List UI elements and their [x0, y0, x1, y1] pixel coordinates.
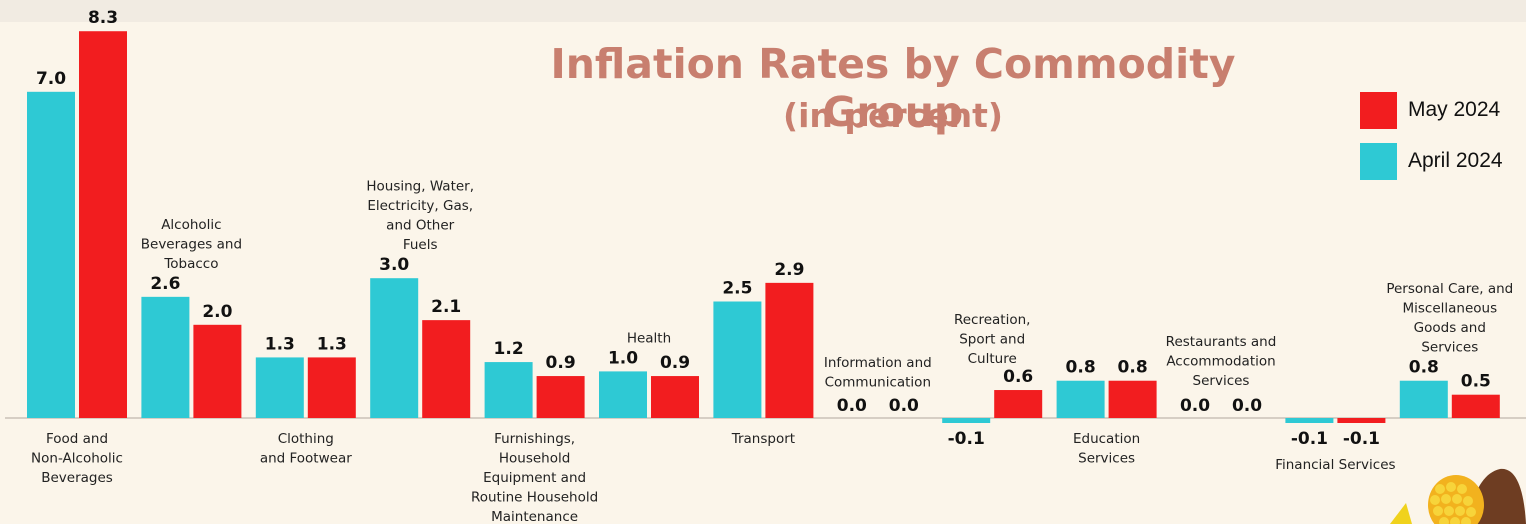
- bar-april-5: [599, 371, 647, 418]
- bar-april-6: [713, 301, 762, 418]
- category-label-8-line-1: Sport and: [959, 332, 1025, 348]
- bar-april-4: [484, 362, 533, 418]
- category-label-1-line-1: Beverages and: [141, 236, 242, 252]
- value-label-april-4: 1.2: [494, 339, 524, 359]
- category-label-4-line-3: Routine Household: [471, 490, 598, 506]
- category-label-3-line-0: Housing, Water,: [366, 179, 474, 195]
- category-label-1-line-0: Alcoholic: [161, 217, 221, 233]
- category-label-12-line-3: Services: [1421, 340, 1478, 356]
- bar-april-1: [141, 296, 190, 418]
- value-label-april-3: 3.0: [379, 255, 409, 275]
- value-label-may-0: 8.3: [88, 8, 118, 28]
- bar-may-3: [422, 320, 471, 418]
- value-label-may-1: 2.0: [202, 302, 232, 322]
- category-label-7-line-1: Communication: [825, 375, 931, 391]
- category-label-12-line-0: Personal Care, and: [1386, 281, 1513, 297]
- category-label-0-line-1: Non-Alcoholic: [31, 451, 123, 467]
- legend-item-may: May 2024: [1360, 90, 1503, 130]
- category-label-3-line-2: and Other: [386, 218, 454, 234]
- value-label-may-11: -0.1: [1343, 429, 1380, 449]
- bar-may-1: [193, 324, 242, 418]
- bar-may-2: [307, 357, 356, 418]
- bar-april-8: [942, 418, 991, 423]
- category-label-5-line-0: Health: [627, 330, 671, 346]
- value-label-may-5: 0.9: [660, 353, 690, 373]
- category-label-2-line-1: and Footwear: [260, 451, 352, 467]
- bar-may-8: [994, 390, 1043, 418]
- category-label-9-line-1: Services: [1078, 451, 1135, 467]
- legend-swatch-may: [1360, 91, 1397, 129]
- category-label-11-line-0: Financial Services: [1275, 457, 1395, 473]
- category-label-0-line-0: Food and: [46, 431, 108, 447]
- category-label-9-line-0: Education: [1073, 431, 1140, 447]
- category-label-10-line-1: Accommodation: [1166, 354, 1275, 370]
- category-label-4-line-0: Furnishings,: [494, 431, 575, 447]
- value-label-april-0: 7.0: [36, 69, 66, 89]
- value-label-april-2: 1.3: [265, 334, 295, 354]
- category-label-12-line-1: Miscellaneous: [1402, 301, 1497, 317]
- value-label-april-12: 0.8: [1409, 358, 1439, 378]
- legend-label-april: April 2024: [1408, 149, 1503, 172]
- chart-legend: May 2024 April 2024: [1360, 90, 1503, 192]
- value-label-may-2: 1.3: [317, 334, 347, 354]
- value-label-may-6: 2.9: [774, 260, 804, 280]
- category-label-8-line-2: Culture: [968, 351, 1017, 367]
- value-label-may-10: 0.0: [1232, 396, 1262, 416]
- value-label-may-7: 0.0: [889, 396, 919, 416]
- value-label-may-9: 0.8: [1118, 358, 1148, 378]
- bar-april-9: [1056, 380, 1105, 418]
- value-label-april-6: 2.5: [722, 279, 752, 299]
- value-label-may-4: 0.9: [546, 353, 576, 373]
- value-label-may-3: 2.1: [431, 297, 461, 317]
- value-label-may-8: 0.6: [1003, 367, 1033, 387]
- value-label-april-7: 0.0: [837, 396, 867, 416]
- category-label-3-line-1: Electricity, Gas,: [367, 198, 473, 214]
- bar-april-11: [1285, 418, 1334, 423]
- bar-april-12: [1399, 380, 1448, 418]
- category-label-10-line-2: Services: [1193, 373, 1250, 389]
- value-label-april-5: 1.0: [608, 348, 638, 368]
- chart-subtitle: (in percent): [783, 96, 1003, 135]
- bar-april-0: [27, 91, 75, 419]
- value-label-april-8: -0.1: [948, 429, 985, 449]
- category-label-4-line-4: Maintenance: [491, 509, 578, 524]
- top-banner-strip: [0, 0, 1526, 22]
- bar-may-4: [536, 376, 585, 418]
- bar-may-11: [1337, 418, 1386, 423]
- bar-may-12: [1451, 394, 1500, 418]
- bar-may-0: [79, 31, 127, 418]
- chart-title: Inflation Rates by Commodity Group: [550, 40, 1236, 136]
- category-label-4-line-2: Equipment and: [483, 470, 586, 486]
- bar-april-2: [255, 357, 304, 418]
- bar-may-5: [651, 376, 699, 418]
- category-label-4-line-1: Household: [499, 451, 570, 467]
- category-label-8-line-0: Recreation,: [954, 312, 1031, 328]
- legend-swatch-april: [1360, 142, 1397, 180]
- category-label-1-line-2: Tobacco: [163, 256, 218, 272]
- bar-may-9: [1108, 380, 1157, 418]
- value-label-april-10: 0.0: [1180, 396, 1210, 416]
- category-label-3-line-3: Fuels: [403, 237, 438, 253]
- category-label-2-line-0: Clothing: [278, 431, 334, 447]
- corn-decoration: [1390, 468, 1526, 524]
- category-label-6-line-0: Transport: [731, 431, 795, 447]
- category-label-7-line-0: Information and: [824, 355, 932, 371]
- category-label-10-line-0: Restaurants and: [1166, 334, 1277, 350]
- legend-item-april: April 2024: [1360, 141, 1503, 181]
- value-label-april-1: 2.6: [150, 274, 180, 294]
- value-label-may-12: 0.5: [1461, 372, 1491, 392]
- bar-may-6: [765, 282, 814, 418]
- category-label-12-line-2: Goods and: [1414, 320, 1486, 336]
- bar-april-3: [370, 278, 419, 418]
- category-label-0-line-2: Beverages: [41, 470, 113, 486]
- legend-label-may: May 2024: [1408, 98, 1501, 121]
- value-label-april-9: 0.8: [1066, 358, 1096, 378]
- value-label-april-11: -0.1: [1291, 429, 1328, 449]
